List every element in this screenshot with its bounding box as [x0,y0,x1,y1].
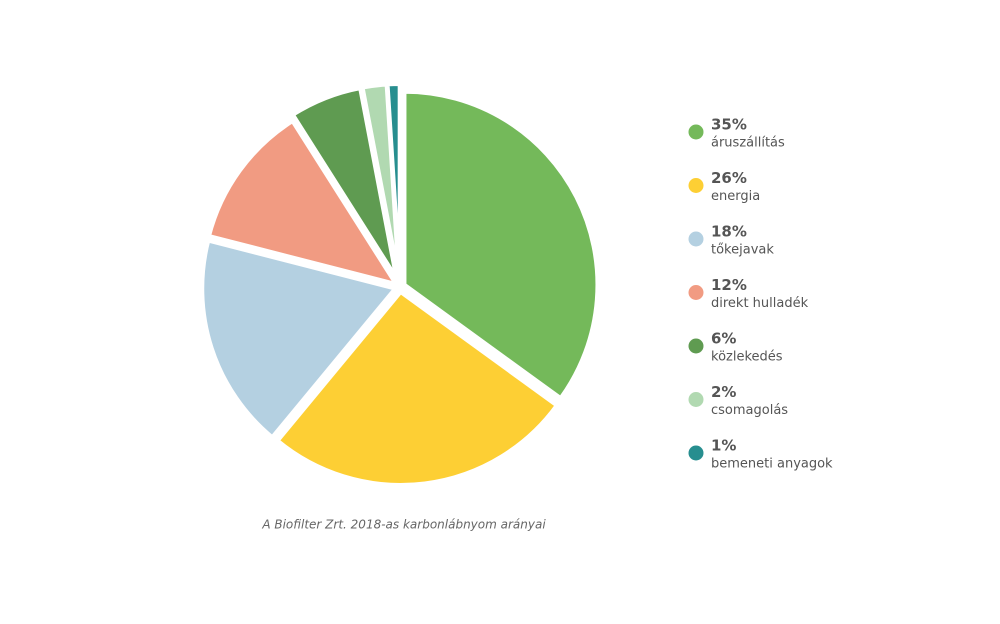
legend-marker [688,178,704,193]
legend-value: 12% [711,276,747,294]
pie-slice [290,86,399,280]
legend-marker [688,445,704,461]
legend-marker [688,338,704,354]
legend-label: energia [711,189,760,204]
pie-slice [385,82,402,280]
legend-label: közlekedés [711,350,783,365]
pie-slice [402,89,600,401]
legend-label: direkt hulladék [711,296,809,311]
pie-slice [207,119,398,287]
legend-label: áruszállítás [711,136,785,151]
legend-marker [688,124,704,140]
pie-slice [275,289,559,487]
legend-value: 6% [711,330,736,348]
legend-value: 1% [711,437,736,455]
legend-label: tőkejavak [711,243,774,258]
legend-value: 2% [711,383,736,401]
legend-marker [688,231,704,247]
legend-value: 35% [711,116,747,134]
legend-marker [688,285,704,300]
legend-label: csomagolás [711,403,788,418]
legend-value: 18% [711,223,747,241]
pie-slice [200,238,398,440]
legend-marker [688,392,704,407]
legend-label: bemeneti anyagok [711,457,833,472]
legend-value: 26% [711,169,747,187]
chart-title: A Biofilter Zrt. 2018-as karbonlábnyom a… [261,518,546,532]
